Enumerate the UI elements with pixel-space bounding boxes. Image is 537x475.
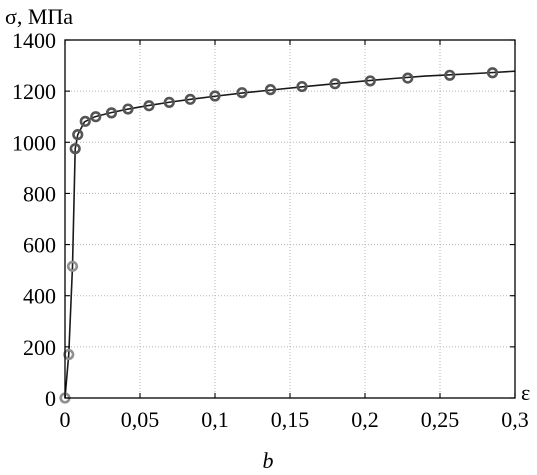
x-tick-label: 0,15 bbox=[271, 407, 310, 432]
tick-layer: 0 0,05 0,1 0,15 0,2 0,25 0,3 0 200 400 600 800 1000 1… bbox=[12, 28, 529, 432]
x-tick-label: 0 bbox=[60, 407, 71, 432]
y-tick-label: 600 bbox=[23, 233, 56, 258]
y-tick-label: 200 bbox=[23, 335, 56, 360]
data-point-marker bbox=[79, 115, 91, 127]
data-point-marker bbox=[69, 143, 81, 155]
data-point-marker bbox=[143, 100, 155, 112]
marker-layer bbox=[59, 67, 499, 404]
data-point-marker bbox=[296, 80, 308, 93]
x-tick-label: 0,2 bbox=[351, 407, 379, 432]
data-point-marker bbox=[90, 111, 102, 123]
data-point-marker bbox=[184, 93, 196, 105]
plot-area-border bbox=[64, 39, 516, 399]
y-tick-label: 800 bbox=[23, 181, 56, 206]
data-point-marker bbox=[105, 107, 118, 119]
grid bbox=[65, 40, 515, 398]
x-tick-label: 0,1 bbox=[201, 407, 229, 432]
data-point-marker bbox=[402, 72, 414, 84]
y-axis-label: σ, МПа bbox=[5, 4, 73, 29]
data-point-marker bbox=[209, 90, 221, 102]
data-point-marker bbox=[122, 103, 134, 115]
y-tick-label: 1400 bbox=[12, 28, 56, 53]
stress-strain-curve bbox=[64, 70, 516, 399]
plot-frame bbox=[64, 39, 516, 399]
x-tick-label: 0,25 bbox=[421, 407, 460, 432]
data-point-marker bbox=[364, 75, 376, 87]
data-point-marker bbox=[329, 78, 341, 90]
y-tick-label: 1200 bbox=[12, 79, 56, 104]
x-tick-label: 0,05 bbox=[121, 407, 160, 432]
data-point-marker bbox=[236, 87, 248, 99]
data-point-marker bbox=[486, 67, 499, 79]
data-point-marker bbox=[264, 84, 277, 96]
data-point-marker bbox=[444, 69, 456, 81]
x-axis-label: ε bbox=[521, 380, 530, 405]
data-point-marker bbox=[72, 129, 84, 141]
data-point-marker bbox=[163, 96, 175, 108]
curve-layer bbox=[64, 70, 516, 399]
label-layer: σ, МПа ε b bbox=[5, 4, 530, 473]
y-tick-label: 1000 bbox=[12, 130, 56, 155]
y-tick-label: 400 bbox=[23, 284, 56, 309]
figure-caption: b bbox=[263, 448, 274, 473]
x-tick-label: 0,3 bbox=[501, 407, 529, 432]
y-tick-label: 0 bbox=[45, 386, 56, 411]
data-point-marker bbox=[66, 260, 79, 272]
